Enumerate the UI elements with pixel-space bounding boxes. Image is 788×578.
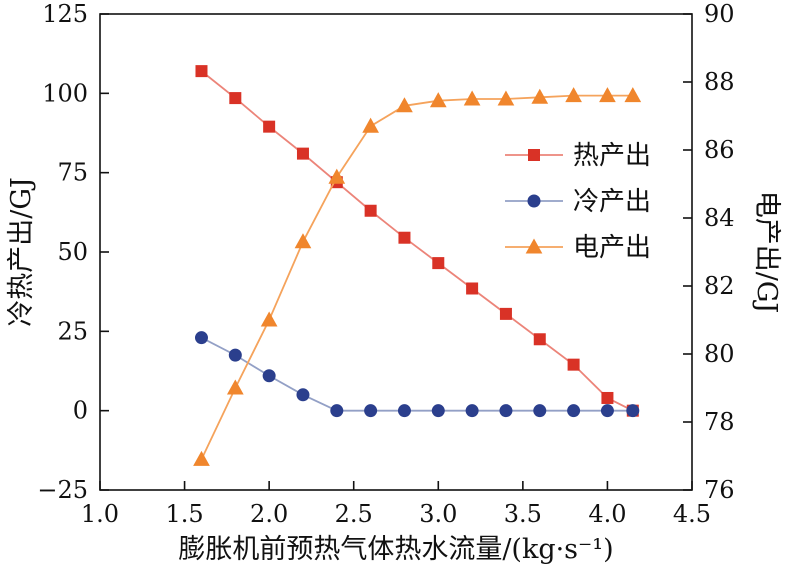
legend-label: 电产出 (573, 233, 651, 263)
x-axis: 1.0 1.5 2.0 2.5 3.0 3.5 4.0 4.5 (81, 481, 711, 528)
triangle-marker (429, 92, 447, 108)
y-axis-right: 76 78 80 82 84 86 88 90 (683, 0, 735, 504)
square-marker (229, 92, 242, 105)
square-marker (567, 358, 580, 371)
circle-marker (262, 369, 276, 383)
triangle-marker (624, 87, 642, 103)
triangle-marker (362, 117, 379, 133)
triangle-marker (396, 97, 413, 113)
triangle-marker (328, 168, 346, 184)
y-right-tick-label: 86 (704, 136, 735, 164)
y-left-tick-label: 0 (73, 397, 88, 425)
y-right-tick-label: 78 (704, 408, 735, 436)
square-marker (466, 282, 479, 295)
x-tick-label: 4.5 (673, 500, 711, 528)
square-marker (432, 257, 445, 270)
x-axis-title: 膨胀机前预热气体热水流量/(kg·s⁻¹) (178, 534, 613, 565)
y-axis-left: −25 0 25 50 75 100 125 (37, 0, 109, 504)
triangle-marker (260, 311, 278, 327)
circle-marker (364, 404, 378, 418)
y-left-axis-title: 冷热产出/GJ (6, 177, 37, 327)
y-right-axis-title: 电产出/GJ (751, 191, 782, 314)
circle-marker (533, 404, 547, 418)
circle-marker (567, 404, 581, 418)
square-marker (601, 391, 614, 404)
circle-marker (296, 388, 310, 402)
y-left-tick-label: 125 (42, 0, 88, 28)
square-marker (528, 149, 540, 161)
series-line (200, 94, 633, 460)
square-marker (499, 307, 512, 320)
triangle-marker (193, 450, 210, 466)
square-marker (398, 231, 411, 244)
y-right-tick-label: 88 (704, 68, 735, 96)
triangle-marker (599, 87, 616, 103)
y-right-tick-label: 80 (704, 340, 735, 368)
circle-marker (499, 404, 513, 418)
square-marker (533, 333, 546, 346)
triangle-marker (497, 90, 515, 106)
circle-marker (626, 404, 640, 418)
x-tick-label: 4.0 (588, 500, 626, 528)
y-left-tick-label: −25 (37, 476, 88, 504)
y-left-tick-label: 25 (57, 317, 88, 345)
circle-marker (397, 404, 411, 418)
axis-titles: 冷热产出/GJ 电产出/GJ 膨胀机前预热气体热水流量/(kg·s⁻¹) (6, 177, 782, 565)
circle-marker (600, 404, 614, 418)
circle-marker (431, 404, 445, 418)
y-right-tick-label: 84 (704, 204, 735, 232)
triangle-marker (525, 238, 543, 254)
x-tick-label: 3.5 (504, 500, 542, 528)
series-热产出 (195, 65, 639, 417)
y-right-tick-label: 90 (704, 0, 735, 28)
triangle-marker (294, 233, 312, 249)
triangle-marker (226, 379, 244, 395)
y-left-tick-label: 100 (42, 79, 88, 107)
circle-marker (194, 331, 208, 345)
series-电产出 (193, 87, 642, 466)
x-tick-label: 2.5 (335, 500, 373, 528)
y-left-tick-label: 50 (57, 238, 88, 266)
x-tick-label: 1.0 (81, 500, 119, 528)
legend-label: 冷产出 (573, 187, 651, 217)
x-tick-label: 2.0 (250, 500, 288, 528)
y-left-tick-label: 75 (57, 159, 88, 187)
triangle-marker (531, 88, 549, 104)
circle-marker (228, 348, 242, 362)
square-marker (263, 120, 276, 133)
circle-marker (465, 404, 479, 418)
y-right-tick-label: 76 (704, 476, 735, 504)
triangle-marker (463, 90, 481, 106)
y-right-tick-label: 82 (704, 272, 735, 300)
x-tick-label: 3.0 (419, 500, 457, 528)
circle-marker (527, 194, 541, 208)
square-marker (195, 65, 208, 78)
series-冷产出 (194, 331, 640, 418)
square-marker (364, 204, 377, 217)
triangle-marker (565, 87, 582, 103)
circle-marker (330, 404, 344, 418)
square-marker (296, 147, 309, 160)
x-tick-label: 1.5 (165, 500, 203, 528)
legend-label: 热产出 (573, 141, 651, 171)
